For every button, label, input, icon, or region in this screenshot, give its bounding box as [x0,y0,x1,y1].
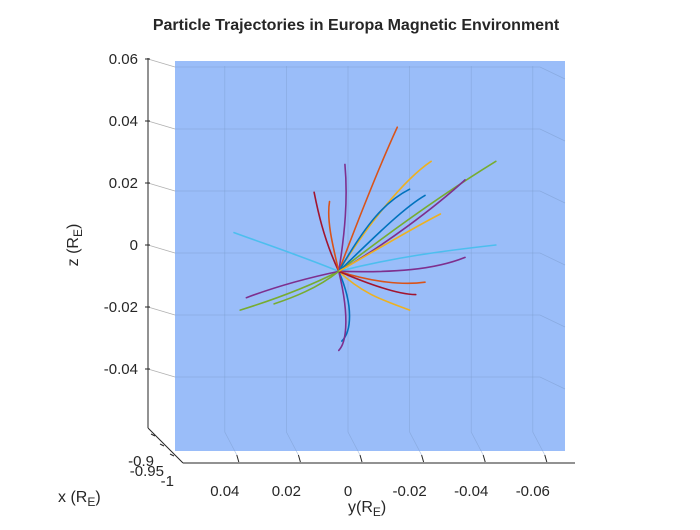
z-tick-label: 0.02 [109,175,138,192]
z-gridline-side [147,58,176,68]
z-gridline [175,314,566,328]
trajectory-5 [337,194,426,273]
z-gridline-side [147,182,176,192]
y-axis-label: y(RE) [348,499,386,519]
trajectory-17 [337,270,347,352]
z-gridline [175,128,566,142]
x-tick-label: -0.95 [130,463,164,480]
trajectory-21 [273,270,340,305]
trajectory-3 [337,160,497,273]
z-gridline-side [147,306,176,316]
trajectory-15 [327,200,340,273]
axes [145,58,575,464]
y-tick-label: -0.04 [454,483,488,500]
y-tick-label: -0.02 [392,483,426,500]
trajectory-8 [337,270,426,285]
trajectory-18 [337,270,417,296]
z-gridline-side [147,368,176,378]
trajectory-20 [337,213,442,273]
y-tick-label: 0.04 [210,483,239,500]
y-tick-mark [359,454,363,463]
y-tick-label: 0 [344,483,352,500]
x-axis-label: x (RE) [58,489,101,509]
trajectories [233,126,497,352]
x-tick-mark [150,433,156,437]
z-gridline-side [147,244,176,254]
z-tick-label: 0.06 [109,51,138,68]
x-axis-line [147,427,184,464]
z-gridline [175,190,566,204]
trajectory-11 [239,270,340,311]
y-tick-mark [482,454,486,463]
trajectory-12 [245,270,340,299]
y-tick-label: 0.02 [272,483,301,500]
trajectory-19 [337,188,411,273]
y-gridline [224,66,238,456]
y-gridline [409,66,422,456]
y-tick-mark [297,454,301,463]
y-gridline [286,66,299,456]
trajectory-10 [233,231,340,273]
trajectory-9 [337,270,411,311]
z-gridline [175,66,566,80]
z-tick-label: 0 [130,237,138,254]
y-tick-label: -0.06 [516,483,550,500]
trajectory-13 [313,191,340,273]
tick-labels: 0.06 0.04 0.02 0 -0.02 -0.04 0.04 0.02 0 -0.02 -0.… [104,51,550,500]
chart-title: Particle Trajectories in Europa Magnetic… [153,17,560,34]
y-gridline [470,66,484,456]
z-axis-label: z (RE) [65,224,85,267]
grid [147,58,566,456]
z-tick-label: 0.04 [109,113,138,130]
z-gridline-side [147,120,176,130]
y-gridline [347,66,361,456]
z-tick-label: -0.04 [104,361,138,378]
x-tick-mark [169,453,175,457]
y-tick-mark [544,454,548,463]
z-tick-label: -0.02 [104,299,138,316]
y-gridline [532,66,546,456]
z-gridline [175,376,566,390]
y-tick-mark [236,454,240,463]
trajectory-1 [337,126,399,273]
x-tick-mark [159,443,165,447]
trajectory-7 [337,256,466,273]
x-tick-label: -1 [161,473,174,490]
trajectory-14 [337,163,347,273]
y-tick-mark [421,454,425,463]
yz-plane [175,61,565,451]
z-gridline [175,252,566,266]
trajectory-6 [337,244,497,273]
x-tick-label: -0.9 [128,453,154,470]
